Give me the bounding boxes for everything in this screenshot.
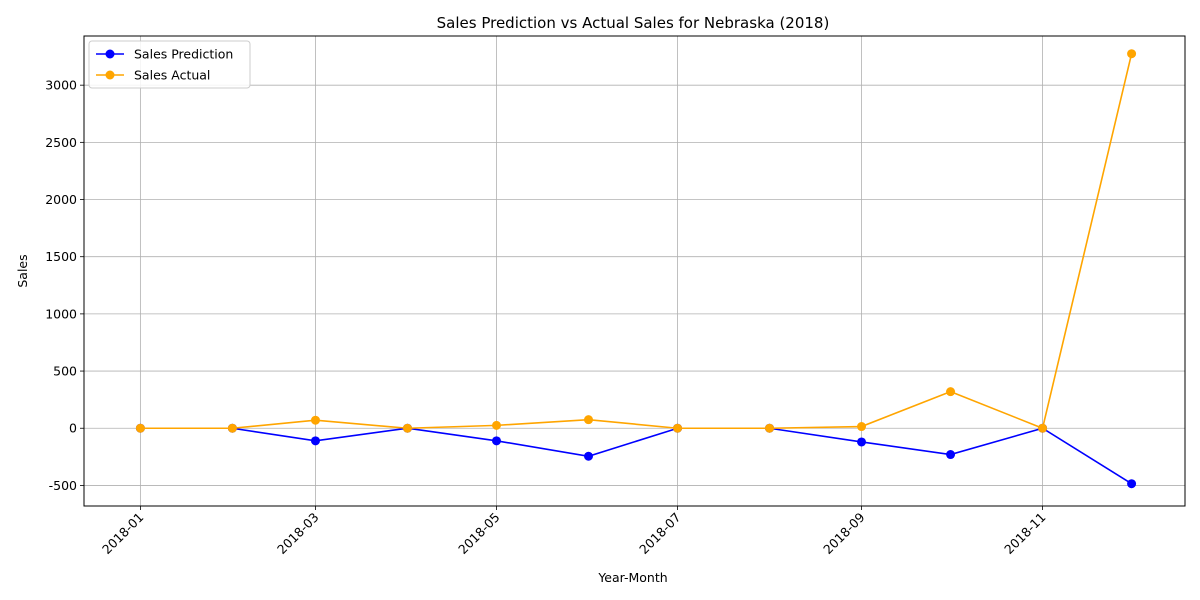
y-axis-label: Sales [15,254,30,287]
y-tick-label: 3000 [45,78,77,93]
legend: Sales Prediction Sales Actual [88,40,251,89]
legend-label: Sales Actual [134,68,210,83]
data-point [673,423,683,433]
data-point [584,451,594,461]
y-tick-label: 1500 [45,249,77,264]
series-line [140,427,1133,485]
data-point [492,436,502,446]
data-point [857,422,867,432]
chart-title: Sales Prediction vs Actual Sales for Neb… [437,14,830,32]
x-axis-label: Year-Month [597,570,667,585]
data-point [135,423,145,433]
data-point [857,437,867,447]
data-point [1127,479,1137,489]
series-layer [135,49,1137,489]
data-point [310,436,320,446]
y-tick-label: 500 [53,364,77,379]
legend-box [88,40,251,89]
y-axis-ticks: -500 0 500 1000 1500 2000 2500 3000 [45,78,84,493]
data-point [402,423,412,433]
data-point [492,420,502,430]
legend-marker [105,49,115,59]
data-point [310,415,320,425]
grid-lines [84,36,1185,506]
data-point [1127,49,1137,59]
series-sales-actual [135,49,1137,433]
data-point [584,415,594,425]
y-tick-label: 2000 [45,192,77,207]
data-point [1038,423,1048,433]
legend-item: Sales Actual [96,68,210,83]
series-line [140,53,1133,430]
legend-marker [105,70,115,80]
data-point [227,423,237,433]
y-tick-label: 2500 [45,135,77,150]
y-tick-label: 0 [69,421,77,436]
data-point [946,450,956,460]
y-tick-label: 1000 [45,306,77,321]
legend-item: Sales Prediction [96,47,233,62]
y-tick-label: -500 [49,478,77,493]
legend-label: Sales Prediction [134,47,233,62]
data-point [946,387,956,397]
plot-frame [83,35,1186,507]
data-point [765,423,775,433]
